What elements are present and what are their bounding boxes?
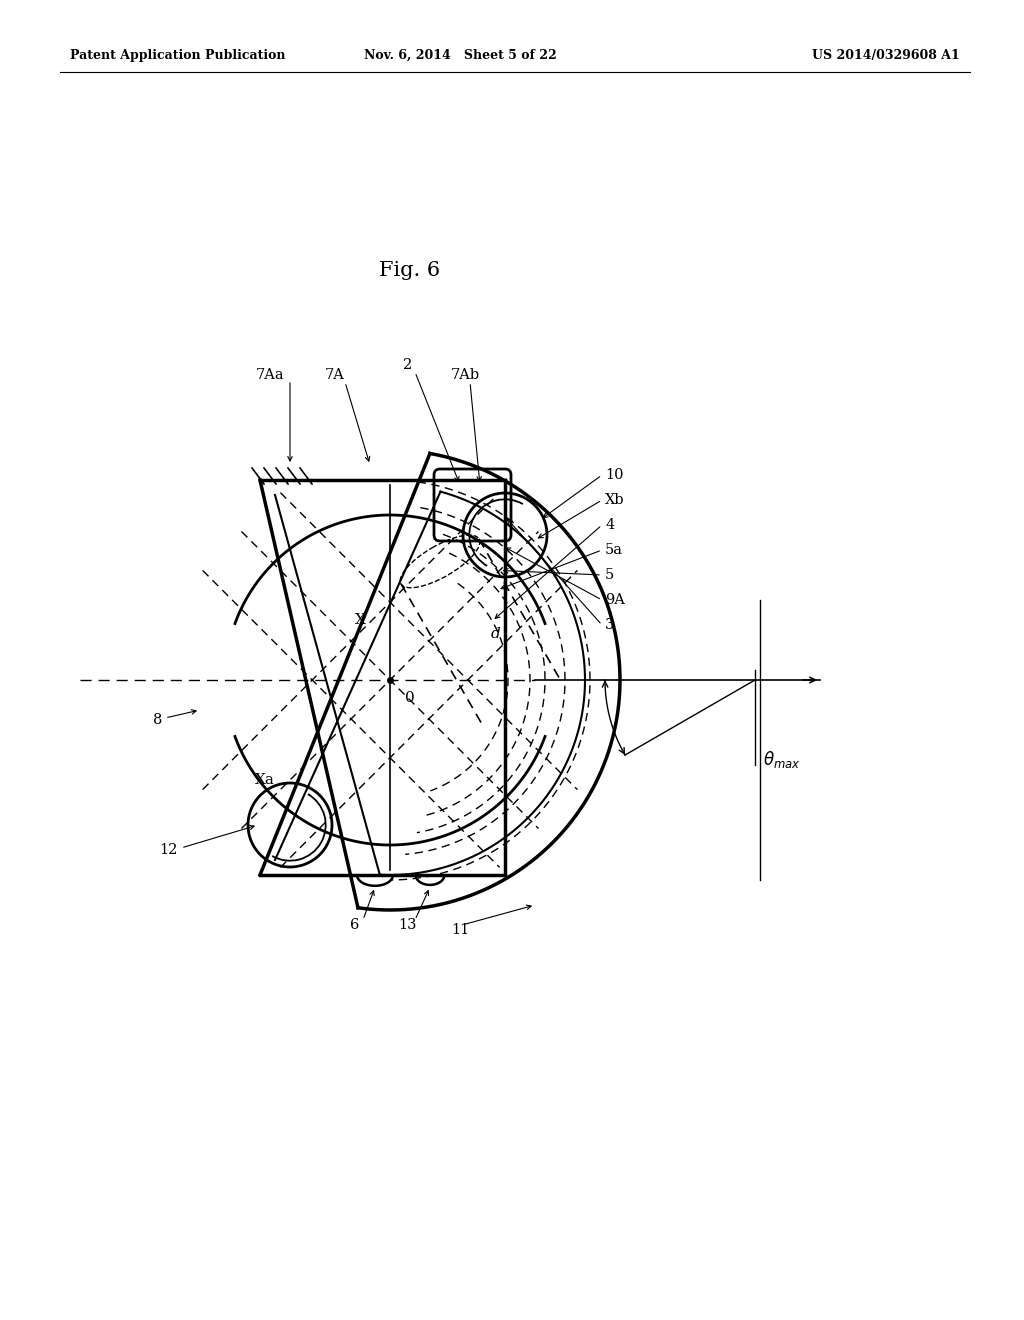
Text: Fig. 6: Fig. 6: [380, 260, 440, 280]
Text: $\theta_{max}$: $\theta_{max}$: [763, 750, 801, 771]
Text: Xb: Xb: [605, 492, 625, 507]
Text: d: d: [492, 627, 501, 640]
Text: Nov. 6, 2014   Sheet 5 of 22: Nov. 6, 2014 Sheet 5 of 22: [364, 49, 556, 62]
Text: US 2014/0329608 A1: US 2014/0329608 A1: [812, 49, 961, 62]
Text: 10: 10: [605, 469, 624, 482]
Text: 2: 2: [403, 358, 413, 372]
Text: 8: 8: [153, 713, 162, 727]
Text: 5: 5: [605, 568, 614, 582]
Text: 9A: 9A: [605, 593, 625, 607]
Text: 6: 6: [350, 917, 359, 932]
Text: 7Aa: 7Aa: [256, 368, 285, 381]
Text: 12: 12: [160, 843, 178, 857]
Text: 7A: 7A: [325, 368, 345, 381]
Text: Xa: Xa: [255, 774, 274, 787]
Text: X: X: [354, 612, 366, 627]
Text: Patent Application Publication: Patent Application Publication: [70, 49, 286, 62]
Text: 3: 3: [605, 618, 614, 632]
Text: 5a: 5a: [605, 543, 623, 557]
Text: 4: 4: [605, 517, 614, 532]
Text: 13: 13: [398, 917, 417, 932]
Text: 0: 0: [406, 690, 415, 705]
Text: 7Ab: 7Ab: [451, 368, 479, 381]
Text: 11: 11: [451, 923, 469, 937]
